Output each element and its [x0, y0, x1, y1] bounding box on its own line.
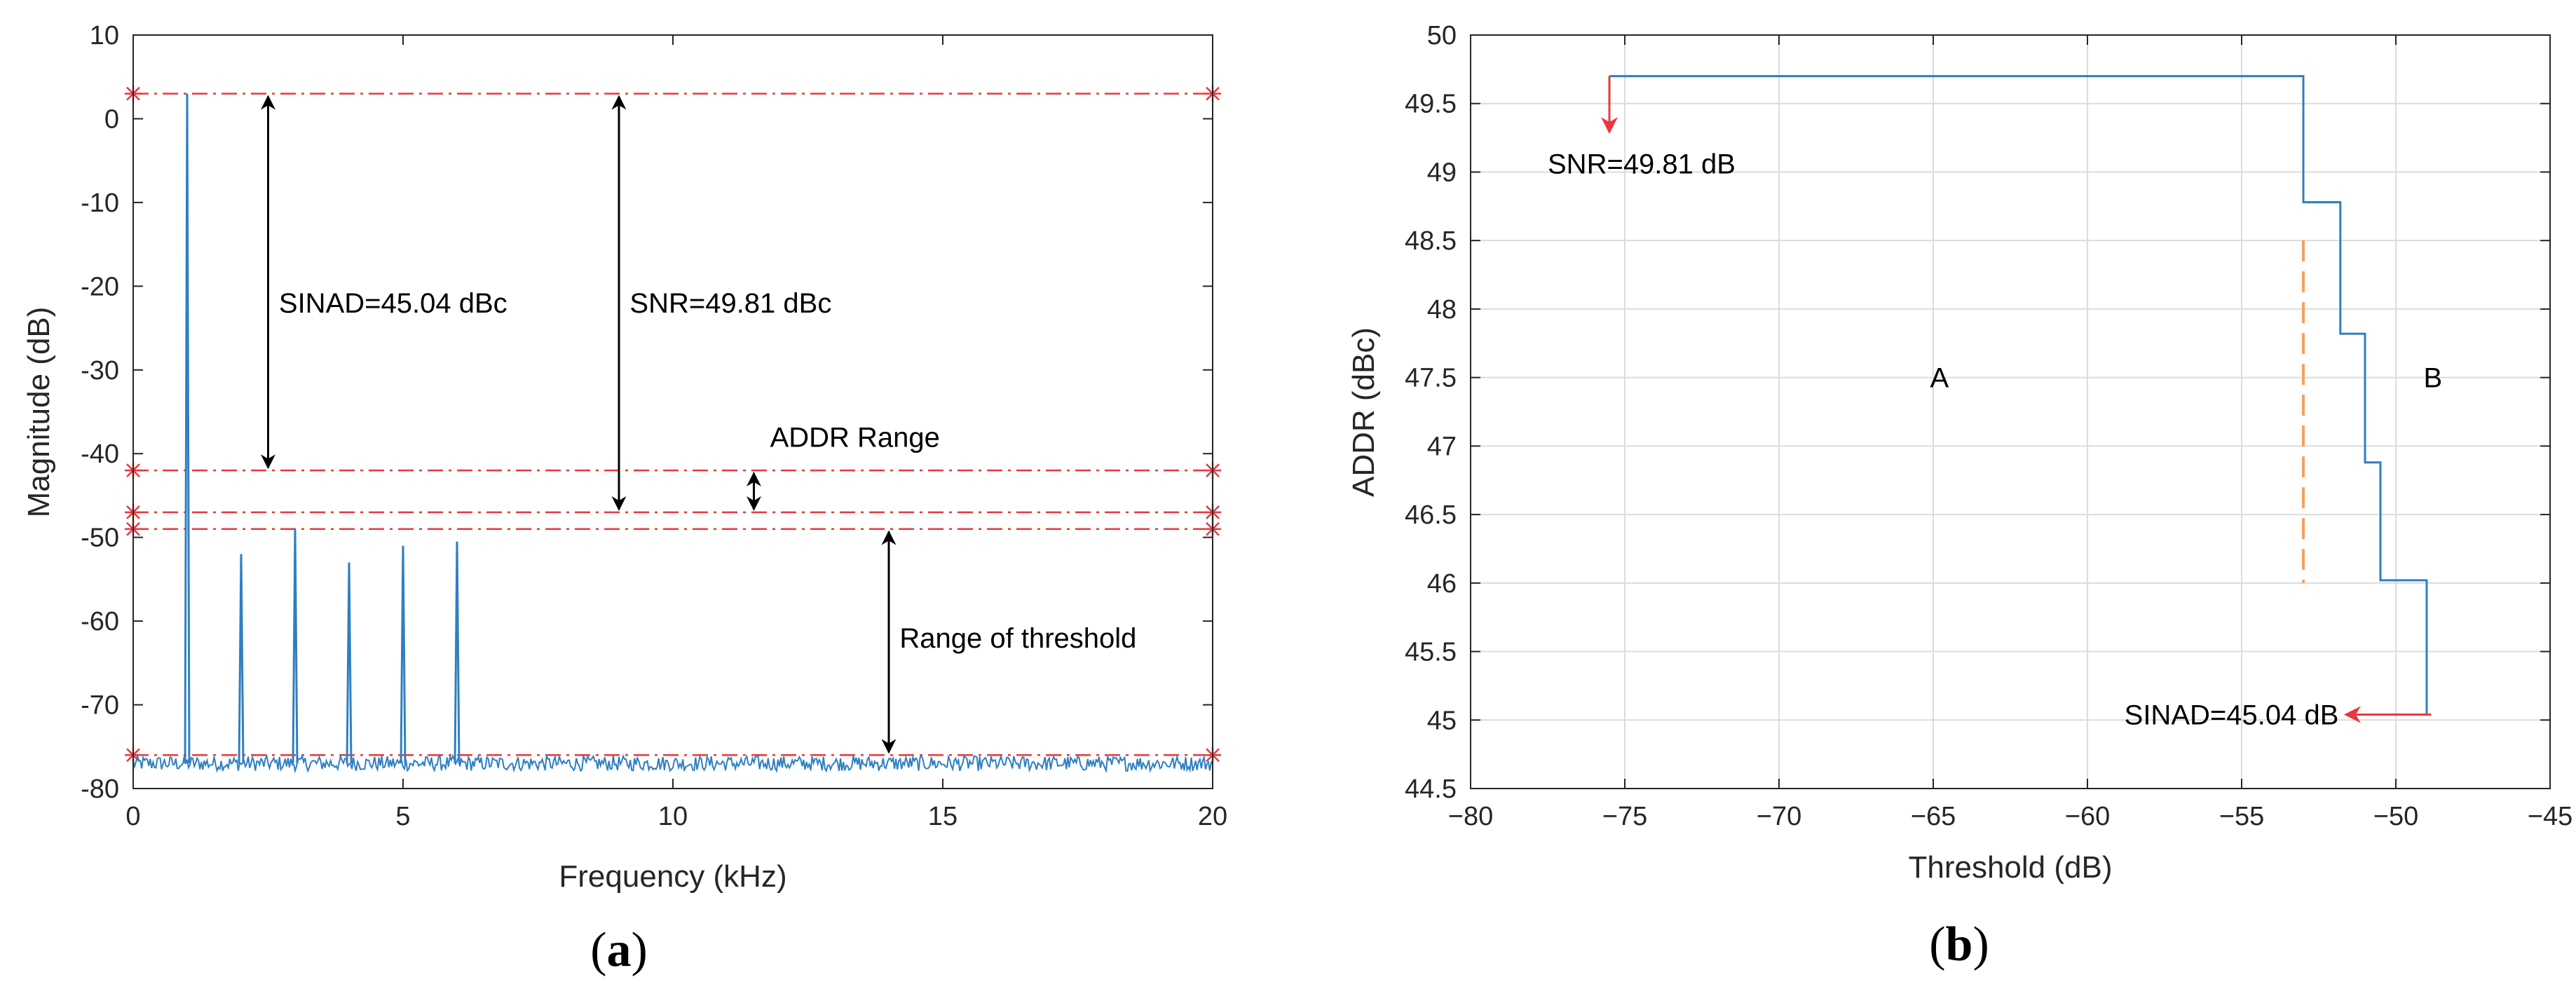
- y-tick-label: 50: [1427, 21, 1457, 50]
- x-tick-label: −65: [1911, 802, 1956, 831]
- x-tick-label: −75: [1602, 802, 1647, 831]
- spectral-peak: [238, 554, 245, 764]
- x-tick-label: −45: [2528, 802, 2572, 831]
- y-tick-label: -40: [81, 439, 119, 469]
- x-tick-label: 0: [125, 802, 140, 831]
- x-tick-label: 20: [1198, 802, 1227, 831]
- y-tick-label: -70: [81, 691, 119, 721]
- sinad-annotation: SINAD=45.04 dB: [2125, 700, 2339, 730]
- y-tick-label: 44.5: [1405, 775, 1457, 804]
- y-tick-label: -30: [81, 356, 119, 386]
- caption-a: (a): [590, 923, 648, 977]
- noise-floor-series: [132, 753, 1213, 774]
- y-tick-label: 10: [90, 21, 119, 50]
- x-tick-label: −60: [2065, 802, 2110, 831]
- x-tick-label: 10: [658, 802, 688, 831]
- x-axis-label-a: Frequency (kHz): [559, 859, 786, 894]
- chart-a: 10 0 -10 -20 -30 -40 -50 -60 -70 -80 0 5 10 15 20 SIN…: [22, 21, 1227, 977]
- spectral-peak: [184, 93, 191, 764]
- annotation-label: ADDR Range: [770, 422, 940, 453]
- y-tick-label: 48.5: [1405, 226, 1457, 256]
- chart-b: 50 49.5 49 48.5 48 47.5 47 46.5 46 45.5 45 44.5 −80…: [1347, 21, 2572, 971]
- x-tick-label: 5: [395, 802, 410, 831]
- y-tick-label: 46: [1427, 569, 1457, 599]
- x-tick-label: −70: [1757, 802, 1801, 831]
- annotation-label: Range of threshold: [899, 623, 1136, 654]
- plot-frame-b: [1470, 34, 2551, 789]
- y-tick-label: 49.5: [1405, 90, 1457, 119]
- y-tick-label: 46.5: [1405, 500, 1457, 530]
- x-tick-label: −55: [2219, 802, 2264, 831]
- annotation-label: SINAD=45.04 dBc: [279, 288, 507, 319]
- region-label: A: [1930, 363, 1949, 394]
- x-tick-label: 15: [928, 802, 958, 831]
- y-tick-label: 45.5: [1405, 638, 1457, 667]
- y-tick-label: 47: [1427, 432, 1457, 461]
- x-axis-label-b: Threshold (dB): [1908, 850, 2112, 885]
- y-tick-label: 49: [1427, 158, 1457, 187]
- plot-frame-a: [132, 34, 1213, 789]
- spectral-peak: [454, 541, 461, 764]
- annotation-label: SNR=49.81 dBc: [629, 288, 831, 319]
- addr-step-series: [1609, 75, 2430, 716]
- y-tick-label: -50: [81, 524, 119, 553]
- plot-area-b: [1471, 35, 2550, 789]
- y-tick-label: 48: [1427, 295, 1457, 325]
- spectral-peak: [346, 562, 353, 764]
- y-tick-label: -80: [81, 775, 119, 804]
- y-tick-label: 0: [104, 104, 119, 134]
- y-tick-label: 47.5: [1405, 364, 1457, 393]
- y-axis-label-a: Magnitude (dB): [22, 307, 56, 518]
- snr-annotation: SNR=49.81 dB: [1548, 149, 1736, 180]
- spectral-peak: [400, 545, 407, 764]
- x-tick-label: −80: [1448, 802, 1493, 831]
- region-label: B: [2423, 363, 2442, 394]
- y-tick-label: -60: [81, 607, 119, 636]
- spectral-peak: [292, 528, 299, 764]
- y-axis-label-b: ADDR (dBc): [1347, 327, 1381, 497]
- y-tick-label: -10: [81, 189, 119, 218]
- y-tick-label: 45: [1427, 706, 1457, 735]
- plot-area-a: [133, 35, 1213, 789]
- x-tick-label: −50: [2373, 802, 2418, 831]
- y-tick-label: -20: [81, 272, 119, 301]
- caption-b: (b): [1929, 918, 1989, 971]
